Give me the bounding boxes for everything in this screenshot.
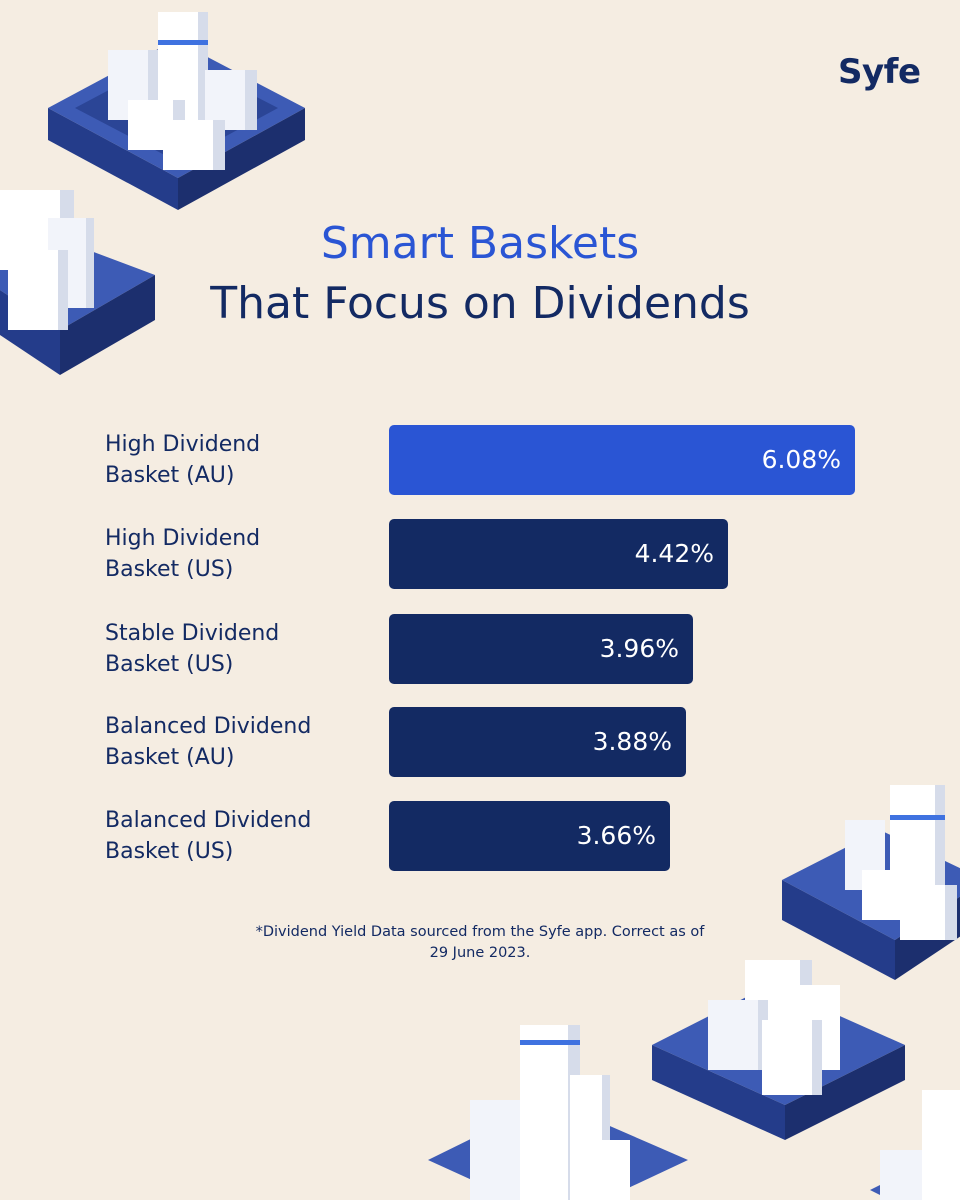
title-main-line: That Focus on Dividends [210, 278, 750, 329]
category-label: Balanced Dividend Basket (US) [105, 805, 365, 867]
bar: 3.96% [389, 614, 693, 684]
category-label-line-2: Basket (AU) [105, 745, 235, 770]
category-label-line-2: Basket (US) [105, 652, 234, 677]
title-accent-line: Smart Baskets [320, 218, 640, 269]
bar-value-label: 3.66% [576, 821, 656, 850]
category-label-line-2: Basket (AU) [105, 463, 235, 488]
category-label: Balanced Dividend Basket (AU) [105, 711, 365, 773]
bar-value-label: 4.42% [634, 539, 714, 568]
bar-value-label: 3.96% [599, 634, 679, 663]
bar: 3.88% [389, 707, 686, 777]
category-label: Stable Dividend Basket (US) [105, 618, 365, 680]
bar: 4.42% [389, 519, 728, 589]
category-label-line-1: Balanced Dividend [105, 808, 312, 833]
category-label-line-2: Basket (US) [105, 557, 234, 582]
syfe-logo: Syfe [838, 52, 921, 92]
category-label: High Dividend Basket (US) [105, 523, 365, 585]
bar: 6.08% [389, 425, 855, 495]
footnote-line-1: *Dividend Yield Data sourced from the Sy… [255, 924, 705, 940]
category-label-line-1: Stable Dividend [105, 621, 280, 646]
category-label-line-2: Basket (US) [105, 839, 234, 864]
category-label-line-1: High Dividend [105, 432, 261, 457]
category-label-line-1: High Dividend [105, 526, 261, 551]
bar: 3.66% [389, 801, 670, 871]
bar-value-label: 6.08% [761, 445, 841, 474]
category-label-line-1: Balanced Dividend [105, 714, 312, 739]
footnote: *Dividend Yield Data sourced from the Sy… [0, 922, 960, 964]
footnote-line-2: 29 June 2023. [429, 945, 531, 961]
category-label: High Dividend Basket (AU) [105, 429, 365, 491]
bar-value-label: 3.88% [592, 727, 672, 756]
